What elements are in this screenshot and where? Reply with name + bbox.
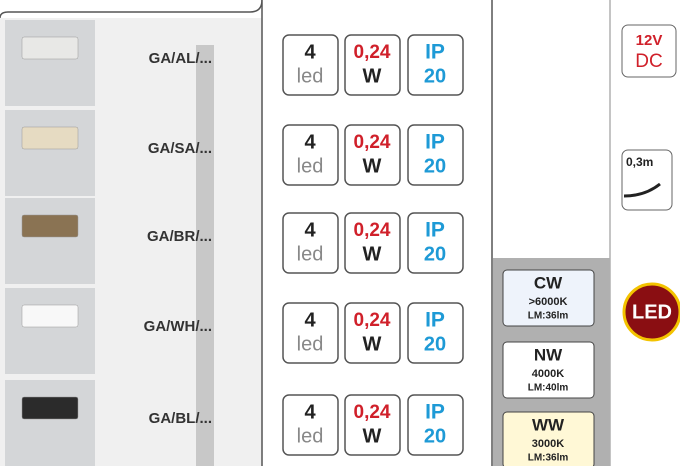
color-temp-name: WW bbox=[532, 415, 565, 434]
led-box bbox=[282, 212, 339, 274]
ip-rating: 20 bbox=[424, 425, 446, 447]
color-temp-kelvin: 4000K bbox=[532, 368, 564, 380]
power: 0,24 bbox=[354, 132, 391, 153]
ip-rating: 20 bbox=[424, 155, 446, 177]
voltage: 12V bbox=[636, 32, 663, 49]
color-temp-kelvin: >6000K bbox=[529, 296, 568, 308]
power-box bbox=[344, 124, 401, 186]
ip-box bbox=[407, 394, 464, 456]
power-unit: W bbox=[363, 333, 382, 355]
current: DC bbox=[635, 51, 662, 72]
led-count: 4 bbox=[304, 41, 316, 63]
ip: IP bbox=[425, 401, 445, 424]
led-unit: led bbox=[297, 155, 324, 177]
color-temp-name: NW bbox=[534, 345, 563, 364]
ip-rating: 20 bbox=[424, 333, 446, 355]
ip: IP bbox=[425, 41, 445, 64]
led-label: LED bbox=[632, 301, 672, 323]
power: 0,24 bbox=[354, 310, 391, 331]
color-temp-kelvin: 3000K bbox=[532, 438, 564, 450]
photo-bg bbox=[5, 110, 95, 196]
ip: IP bbox=[425, 219, 445, 242]
product-code: GA/BR/... bbox=[147, 228, 212, 245]
product-photo bbox=[21, 396, 79, 420]
product-photo bbox=[21, 126, 79, 150]
power-unit: W bbox=[363, 243, 382, 265]
ip: IP bbox=[425, 309, 445, 332]
led-box bbox=[282, 34, 339, 96]
product-code: GA/AL/... bbox=[149, 50, 212, 67]
ip-rating: 20 bbox=[424, 243, 446, 265]
power-unit: W bbox=[363, 65, 382, 87]
power-box bbox=[344, 302, 401, 364]
cable-length: 0,3m bbox=[626, 155, 653, 169]
ip-rating: 20 bbox=[424, 65, 446, 87]
led-unit: led bbox=[297, 425, 324, 447]
color-temp-box bbox=[502, 341, 595, 399]
ip-box bbox=[407, 34, 464, 96]
led-icon bbox=[622, 282, 680, 342]
power-box bbox=[344, 34, 401, 96]
led-box bbox=[282, 124, 339, 186]
photo-bg bbox=[5, 380, 95, 466]
product-photo bbox=[21, 304, 79, 328]
photo-bg bbox=[5, 288, 95, 374]
ip-box bbox=[407, 212, 464, 274]
cable-drawing bbox=[623, 182, 661, 198]
ip-box bbox=[407, 124, 464, 186]
led-count: 4 bbox=[304, 219, 316, 241]
color-temp-box bbox=[502, 269, 595, 327]
led-box bbox=[282, 302, 339, 364]
led-unit: led bbox=[297, 243, 324, 265]
color-temp-lumen: LM:40lm bbox=[528, 383, 569, 394]
ip-box bbox=[407, 302, 464, 364]
led-unit: led bbox=[297, 65, 324, 87]
frame bbox=[0, 0, 263, 19]
photo-bg bbox=[5, 198, 95, 284]
led-box bbox=[282, 394, 339, 456]
power-box bbox=[344, 212, 401, 274]
color-temp-box bbox=[502, 411, 595, 466]
led-count: 4 bbox=[304, 131, 316, 153]
power-unit: W bbox=[363, 425, 382, 447]
led-count: 4 bbox=[304, 401, 316, 423]
power: 0,24 bbox=[354, 402, 391, 423]
product-code: GA/WH/... bbox=[144, 318, 212, 335]
led-unit: led bbox=[297, 333, 324, 355]
color-temp-name: CW bbox=[534, 273, 563, 292]
power-unit: W bbox=[363, 155, 382, 177]
divider-bar bbox=[196, 45, 214, 466]
voltage-icon bbox=[621, 24, 677, 78]
product-code: GA/BL/... bbox=[149, 410, 212, 427]
product-code: GA/SA/... bbox=[148, 140, 212, 157]
ip: IP bbox=[425, 131, 445, 154]
power: 0,24 bbox=[354, 220, 391, 241]
product-photo bbox=[21, 214, 79, 238]
power-box bbox=[344, 394, 401, 456]
color-temp-lumen: LM:36lm bbox=[528, 311, 569, 322]
photo-bg bbox=[5, 20, 95, 106]
product-photo bbox=[21, 36, 79, 60]
power: 0,24 bbox=[354, 42, 391, 63]
color-temp-lumen: LM:36lm bbox=[528, 453, 569, 464]
led-count: 4 bbox=[304, 309, 316, 331]
